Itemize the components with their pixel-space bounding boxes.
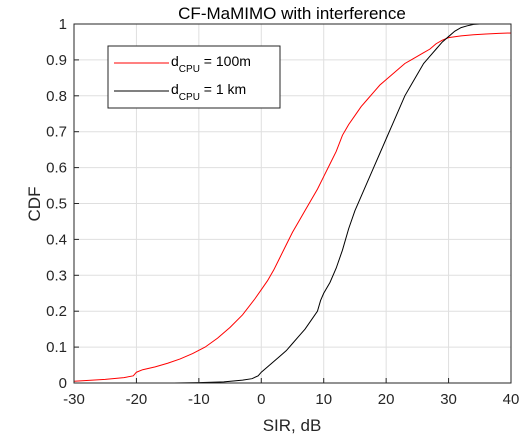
legend-label-0: dCPU = 100m bbox=[171, 53, 251, 75]
legend-label-rest: = 100m bbox=[200, 53, 251, 69]
legend-label-subscript: CPU bbox=[179, 92, 200, 103]
y-tick-label: 0.5 bbox=[46, 196, 67, 213]
y-axis-title: CDF bbox=[25, 187, 44, 222]
legend-label-1: dCPU = 1 km bbox=[171, 81, 246, 103]
y-tick-label: 0.2 bbox=[46, 303, 67, 320]
series-line-0 bbox=[73, 32, 512, 382]
y-tick-label: 0.4 bbox=[46, 231, 67, 248]
plot-lines bbox=[73, 23, 512, 384]
y-tick-label: 0.1 bbox=[46, 339, 67, 356]
x-axis-title: SIR, dB bbox=[263, 416, 322, 435]
series-line-1 bbox=[173, 23, 480, 384]
y-tick-label: 1 bbox=[59, 16, 67, 33]
y-tick-label: 0.9 bbox=[46, 52, 67, 69]
legend-label-rest: = 1 km bbox=[200, 81, 246, 97]
x-tick-label: -10 bbox=[188, 391, 210, 408]
legend-label-main: d bbox=[171, 81, 179, 97]
x-tick-label: -20 bbox=[126, 391, 148, 408]
grid bbox=[73, 23, 512, 384]
chart-title: CF-MaMIMO with interference bbox=[178, 4, 406, 23]
legend-box bbox=[107, 45, 281, 109]
x-tick-label: 0 bbox=[257, 391, 265, 408]
y-tick-label: 0 bbox=[59, 375, 67, 392]
x-tick-label: 20 bbox=[378, 391, 395, 408]
x-tick-label: 30 bbox=[440, 391, 457, 408]
y-tick-label: 0.3 bbox=[46, 267, 67, 284]
x-tick-label: -30 bbox=[63, 391, 85, 408]
y-tick-label: 0.8 bbox=[46, 88, 67, 105]
y-tick-label: 0.7 bbox=[46, 124, 67, 141]
legend-label-main: d bbox=[171, 53, 179, 69]
legend-label-subscript: CPU bbox=[179, 64, 200, 75]
x-tick-label: 40 bbox=[503, 391, 520, 408]
y-tick-label: 0.6 bbox=[46, 160, 67, 177]
axis-ticks: -30 -20 -10 0 10 20 30 40 0 0.1 0.2 0.3 0.4 0.5 0.6 0.7… bbox=[46, 16, 519, 408]
x-tick-label: 10 bbox=[315, 391, 332, 408]
